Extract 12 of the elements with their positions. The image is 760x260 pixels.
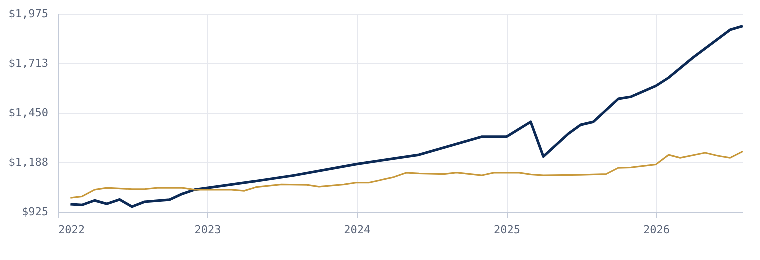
y-tick-label: $1,975 xyxy=(8,8,48,20)
y-tick-label: $1,713 xyxy=(8,56,48,70)
y-tick-label: $1,450 xyxy=(8,106,48,120)
y-tick-label: $925 xyxy=(22,206,48,218)
y-tick-label: $1,188 xyxy=(8,156,48,169)
x-tick-label: 2023 xyxy=(194,224,222,236)
line-series xyxy=(70,150,743,199)
x-tick-label: 2022 xyxy=(58,224,85,236)
x-tick-label: 2026 xyxy=(643,224,670,236)
x-tick-label: 2025 xyxy=(494,224,520,236)
line-series xyxy=(69,24,743,208)
x-tick-label: 2024 xyxy=(344,224,372,236)
